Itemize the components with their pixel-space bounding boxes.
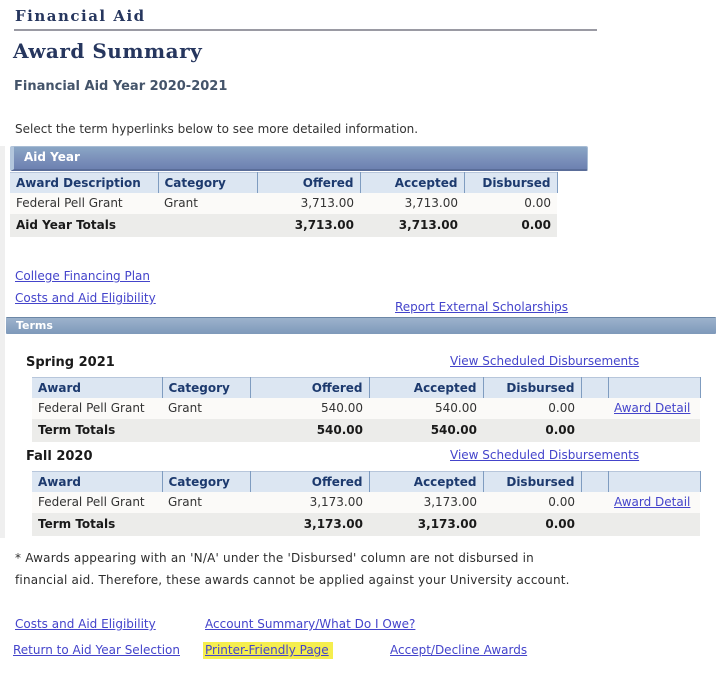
header-divider xyxy=(14,29,597,31)
column-header-disbursed: Disbursed xyxy=(483,377,582,398)
offered-cell: 3,173.00 xyxy=(250,492,369,513)
term-label-spring-2021: Spring 2021 xyxy=(26,355,115,370)
category-cell: Grant xyxy=(162,492,250,513)
award-detail-cell: Award Detail xyxy=(608,398,700,419)
award-detail-link-fall[interactable]: Award Detail xyxy=(614,495,691,509)
college-financing-plan-link[interactable]: College Financing Plan xyxy=(15,269,151,283)
aid-year-table: Award Description Category Offered Accep… xyxy=(10,172,558,237)
term-totals-row: Term Totals 540.00 540.00 0.00 xyxy=(32,419,700,442)
totals-disbursed-cell: 0.00 xyxy=(464,214,557,237)
report-external-scholarships-link[interactable]: Report External Scholarships xyxy=(395,300,569,314)
printer-friendly-page-link[interactable]: Printer-Friendly Page xyxy=(203,642,333,659)
totals-empty-cell xyxy=(162,419,250,442)
totals-empty-cell xyxy=(608,513,700,536)
column-header-accepted: Accepted xyxy=(369,377,484,398)
terms-section-header: Terms xyxy=(6,317,716,334)
disbursed-cell: 0.00 xyxy=(464,193,557,214)
column-header-category: Category xyxy=(162,377,251,398)
category-cell: Grant xyxy=(158,193,257,214)
aid-year-header-row: Award Description Category Offered Accep… xyxy=(10,172,558,193)
term-header-row: Award Category Offered Accepted Disburse… xyxy=(32,471,701,492)
aid-year-subtitle: Financial Aid Year 2020-2021 xyxy=(14,79,228,94)
column-header-category: Category xyxy=(158,172,258,193)
disbursed-cell: 0.00 xyxy=(483,398,581,419)
award-description-cell: Federal Pell Grant xyxy=(10,193,158,214)
term-label-fall-2020: Fall 2020 xyxy=(26,449,93,464)
view-scheduled-disbursements-link-spring[interactable]: View Scheduled Disbursements xyxy=(450,354,640,368)
disbursed-cell: 0.00 xyxy=(483,492,581,513)
column-header-empty xyxy=(581,471,609,492)
column-header-accepted: Accepted xyxy=(360,172,465,193)
accept-decline-awards-link[interactable]: Accept/Decline Awards xyxy=(390,643,528,657)
instruction-text: Select the term hyperlinks below to see … xyxy=(15,122,419,136)
totals-label-cell: Term Totals xyxy=(32,419,162,442)
award-detail-cell: Award Detail xyxy=(608,492,700,513)
column-header-offered: Offered xyxy=(250,471,370,492)
term-totals-row: Term Totals 3,173.00 3,173.00 0.00 xyxy=(32,513,700,536)
totals-empty-cell xyxy=(162,513,250,536)
aid-year-section-header: Aid Year xyxy=(10,146,588,171)
terms-section-label: Terms xyxy=(16,319,53,332)
totals-disbursed-cell: 0.00 xyxy=(483,419,581,442)
column-header-empty xyxy=(581,377,609,398)
account-summary-link[interactable]: Account Summary/What Do I Owe? xyxy=(205,617,416,631)
return-to-aid-year-selection-link[interactable]: Return to Aid Year Selection xyxy=(13,643,180,657)
costs-and-aid-eligibility-footer-link[interactable]: Costs and Aid Eligibility xyxy=(15,617,156,631)
accepted-cell: 3,713.00 xyxy=(360,193,464,214)
table-row: Federal Pell Grant Grant 3,713.00 3,713.… xyxy=(10,193,557,214)
breadcrumb: Financial Aid xyxy=(15,7,146,25)
offered-cell: 3,713.00 xyxy=(257,193,360,214)
totals-disbursed-cell: 0.00 xyxy=(483,513,581,536)
totals-accepted-cell: 3,173.00 xyxy=(369,513,483,536)
disbursed-footnote-line2: financial aid. Therefore, these awards c… xyxy=(15,573,570,587)
column-header-disbursed: Disbursed xyxy=(464,172,558,193)
column-header-award: Award xyxy=(32,377,163,398)
totals-offered-cell: 3,173.00 xyxy=(250,513,369,536)
award-detail-link-spring[interactable]: Award Detail xyxy=(614,401,691,415)
accepted-cell: 3,173.00 xyxy=(369,492,483,513)
category-cell: Grant xyxy=(162,398,250,419)
totals-empty-cell xyxy=(581,513,608,536)
award-cell: Federal Pell Grant xyxy=(32,398,162,419)
column-header-offered: Offered xyxy=(257,172,361,193)
column-header-disbursed: Disbursed xyxy=(483,471,582,492)
view-scheduled-disbursements-link-fall[interactable]: View Scheduled Disbursements xyxy=(450,448,640,462)
table-row: Federal Pell Grant Grant 3,173.00 3,173.… xyxy=(32,492,700,513)
column-header-detail xyxy=(608,471,701,492)
column-header-category: Category xyxy=(162,471,251,492)
totals-empty-cell xyxy=(158,214,257,237)
offered-cell: 540.00 xyxy=(250,398,369,419)
column-header-accepted: Accepted xyxy=(369,471,484,492)
costs-and-aid-eligibility-link[interactable]: Costs and Aid Eligibility xyxy=(15,291,156,305)
spring-2021-table: Award Category Offered Accepted Disburse… xyxy=(32,377,701,442)
totals-offered-cell: 3,713.00 xyxy=(257,214,360,237)
empty-cell xyxy=(581,398,608,419)
left-edge-strip xyxy=(0,146,5,538)
disbursed-footnote-line1: * Awards appearing with an 'N/A' under t… xyxy=(15,551,534,565)
aid-year-totals-row: Aid Year Totals 3,713.00 3,713.00 0.00 xyxy=(10,214,557,237)
term-header-row: Award Category Offered Accepted Disburse… xyxy=(32,377,701,398)
page-title: Award Summary xyxy=(13,39,203,63)
totals-accepted-cell: 3,713.00 xyxy=(360,214,464,237)
totals-empty-cell xyxy=(581,419,608,442)
totals-accepted-cell: 540.00 xyxy=(369,419,483,442)
award-cell: Federal Pell Grant xyxy=(32,492,162,513)
table-row: Federal Pell Grant Grant 540.00 540.00 0… xyxy=(32,398,700,419)
totals-label-cell: Term Totals xyxy=(32,513,162,536)
totals-empty-cell xyxy=(608,419,700,442)
accepted-cell: 540.00 xyxy=(369,398,483,419)
totals-label-cell: Aid Year Totals xyxy=(10,214,158,237)
column-header-offered: Offered xyxy=(250,377,370,398)
aid-year-section-label: Aid Year xyxy=(24,150,80,164)
empty-cell xyxy=(581,492,608,513)
fall-2020-table: Award Category Offered Accepted Disburse… xyxy=(32,471,701,536)
column-header-detail xyxy=(608,377,701,398)
totals-offered-cell: 540.00 xyxy=(250,419,369,442)
column-header-award-description: Award Description xyxy=(10,172,159,193)
column-header-award: Award xyxy=(32,471,163,492)
